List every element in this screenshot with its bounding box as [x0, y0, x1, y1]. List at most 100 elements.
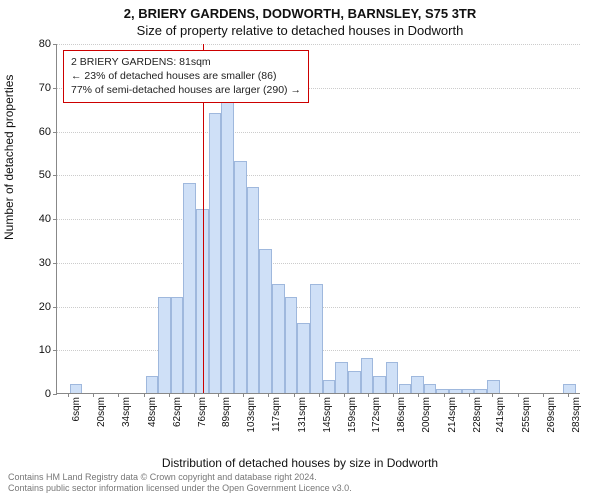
xtick-label: 6sqm [71, 397, 82, 421]
annotation-box: 2 BRIERY GARDENS: 81sqm ← 23% of detache… [63, 50, 309, 103]
xtick-label: 200sqm [421, 397, 432, 433]
xtick-label: 117sqm [271, 397, 282, 432]
ytick-label: 0 [45, 388, 51, 400]
xtick-mark [444, 393, 445, 397]
histogram-bar [449, 389, 462, 393]
copyright-notice: Contains HM Land Registry data © Crown c… [8, 472, 352, 494]
ytick-mark [53, 44, 57, 45]
histogram-bar [411, 376, 424, 394]
ytick-mark [53, 394, 57, 395]
xtick-label: 131sqm [297, 397, 308, 433]
xtick-label: 62sqm [172, 397, 183, 427]
xtick-mark [368, 393, 369, 397]
histogram-bar [297, 323, 310, 393]
histogram-bar [563, 384, 576, 393]
plot-area: 010203040506070806sqm20sqm34sqm48sqm62sq… [56, 44, 580, 394]
xtick-mark [518, 393, 519, 397]
xtick-mark [218, 393, 219, 397]
xtick-label: 255sqm [521, 397, 532, 433]
histogram-bar [399, 384, 412, 393]
ytick-mark [53, 88, 57, 89]
xtick-mark [268, 393, 269, 397]
xtick-mark [169, 393, 170, 397]
histogram-bar [361, 358, 374, 393]
histogram-bar [373, 376, 386, 394]
xtick-mark [144, 393, 145, 397]
ytick-label: 20 [39, 301, 51, 313]
ytick-label: 80 [39, 38, 51, 50]
histogram-bar [474, 389, 487, 393]
xtick-mark [68, 393, 69, 397]
chart-container: 2, BRIERY GARDENS, DODWORTH, BARNSLEY, S… [0, 0, 600, 500]
gridline [57, 44, 580, 45]
histogram-bar [209, 113, 222, 393]
xtick-mark [118, 393, 119, 397]
xtick-mark [319, 393, 320, 397]
xtick-mark [393, 393, 394, 397]
ytick-label: 50 [39, 169, 51, 181]
ytick-mark [53, 219, 57, 220]
gridline [57, 219, 580, 220]
y-axis-label: Number of detached properties [2, 75, 16, 240]
xtick-label: 145sqm [322, 397, 333, 433]
histogram-bar [323, 380, 336, 393]
ytick-mark [53, 175, 57, 176]
ytick-mark [53, 350, 57, 351]
annotation-line3: 77% of semi-detached houses are larger (… [71, 83, 301, 97]
gridline [57, 263, 580, 264]
xtick-label: 76sqm [197, 397, 208, 427]
xtick-mark [418, 393, 419, 397]
ytick-mark [53, 132, 57, 133]
histogram-bar [70, 384, 83, 393]
histogram-bar [171, 297, 184, 393]
histogram-bar [221, 100, 234, 393]
histogram-bar [234, 161, 247, 393]
title-address: 2, BRIERY GARDENS, DODWORTH, BARNSLEY, S… [0, 6, 600, 21]
ytick-mark [53, 263, 57, 264]
xtick-label: 214sqm [447, 397, 458, 433]
xtick-mark [344, 393, 345, 397]
xtick-mark [93, 393, 94, 397]
xtick-mark [543, 393, 544, 397]
xtick-mark [568, 393, 569, 397]
xtick-label: 103sqm [246, 397, 257, 433]
ytick-label: 60 [39, 126, 51, 138]
ytick-label: 40 [39, 213, 51, 225]
histogram-bar [285, 297, 298, 393]
gridline [57, 132, 580, 133]
xtick-mark [294, 393, 295, 397]
xtick-mark [469, 393, 470, 397]
xtick-label: 228sqm [472, 397, 483, 433]
histogram-bar [348, 371, 361, 393]
notice-line2: Contains public sector information licen… [8, 483, 352, 494]
ytick-label: 70 [39, 82, 51, 94]
xtick-label: 241sqm [495, 397, 506, 433]
ytick-label: 10 [39, 344, 51, 356]
annotation-line2: ← 23% of detached houses are smaller (86… [71, 69, 301, 83]
xtick-label: 186sqm [396, 397, 407, 433]
xtick-mark [243, 393, 244, 397]
histogram-bar [272, 284, 285, 393]
histogram-bar [158, 297, 171, 393]
xtick-label: 269sqm [546, 397, 557, 433]
gridline [57, 175, 580, 176]
xtick-label: 34sqm [121, 397, 132, 427]
xtick-label: 20sqm [96, 397, 107, 427]
x-axis-label: Distribution of detached houses by size … [0, 456, 600, 470]
ytick-label: 30 [39, 257, 51, 269]
xtick-mark [492, 393, 493, 397]
histogram-bar [146, 376, 159, 394]
histogram-bar [386, 362, 399, 393]
ytick-mark [53, 307, 57, 308]
xtick-label: 172sqm [371, 397, 382, 433]
xtick-label: 283sqm [571, 397, 582, 433]
xtick-label: 159sqm [347, 397, 358, 433]
histogram-bar [424, 384, 437, 393]
notice-line1: Contains HM Land Registry data © Crown c… [8, 472, 352, 483]
histogram-bar [183, 183, 196, 393]
histogram-bar [247, 187, 260, 393]
histogram-bar [310, 284, 323, 393]
histogram-bar [259, 249, 272, 393]
xtick-mark [194, 393, 195, 397]
histogram-bar [487, 380, 500, 393]
